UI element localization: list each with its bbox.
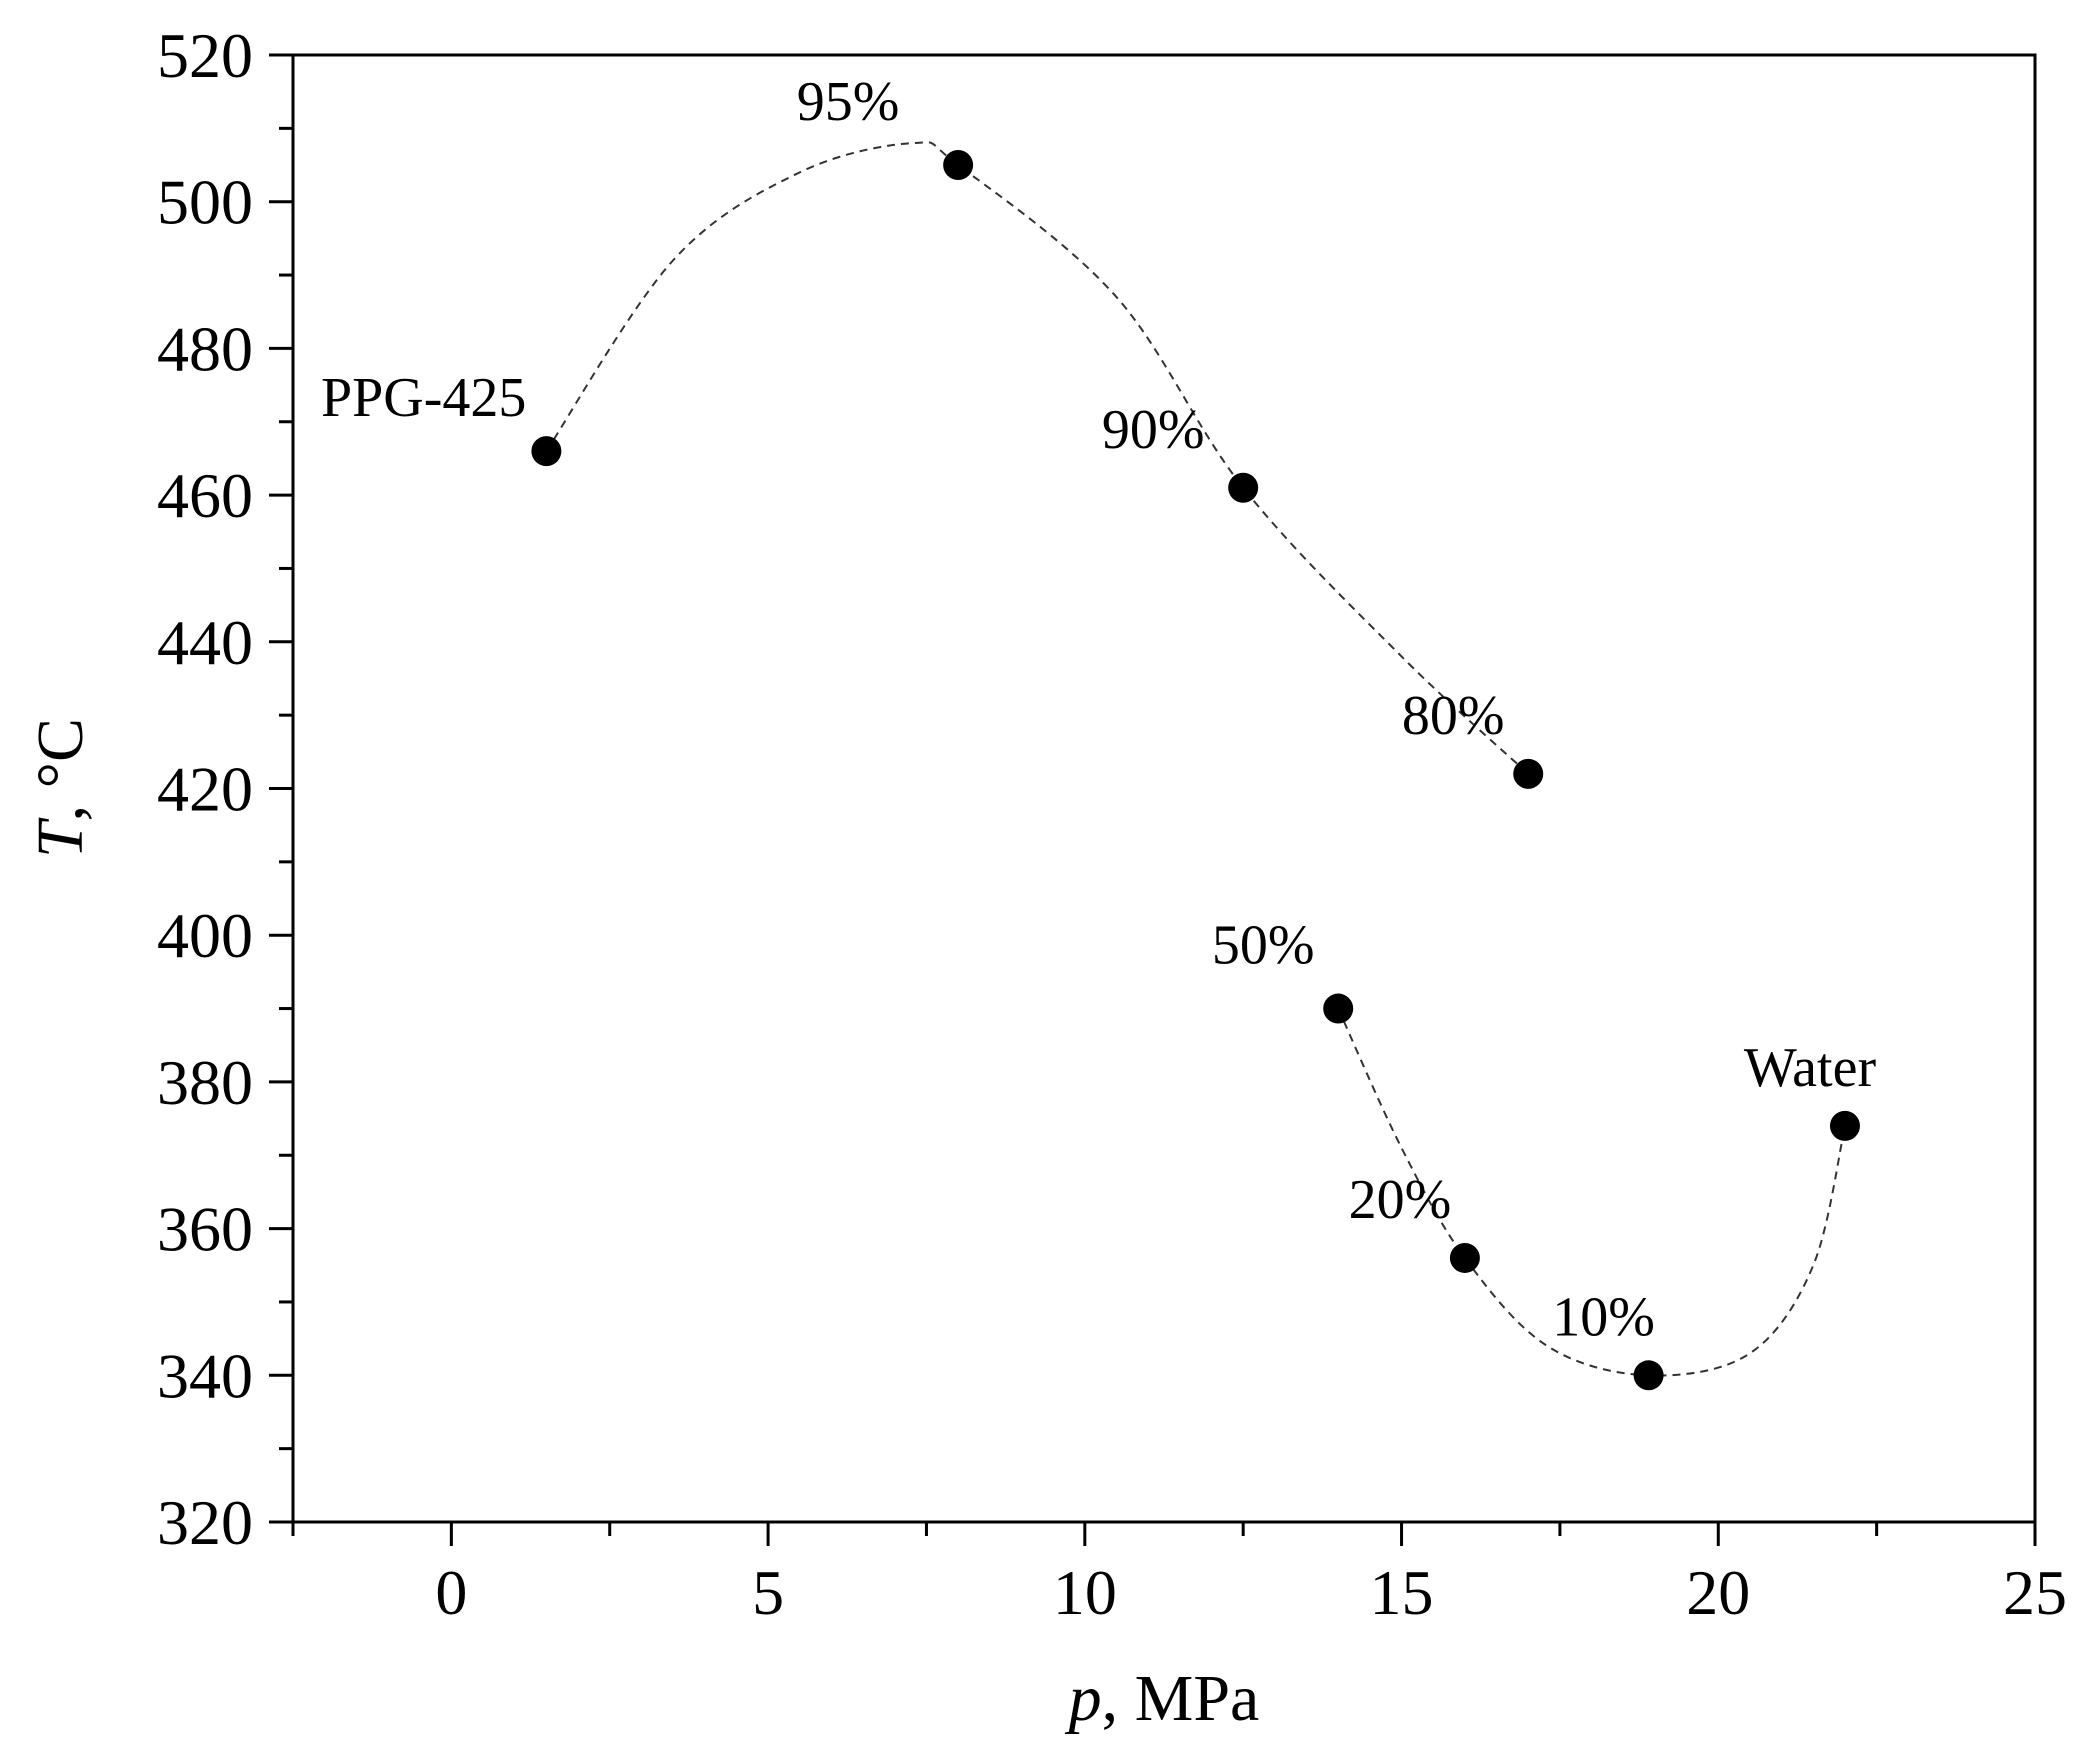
plot-area-frame xyxy=(291,53,2037,1524)
data-points xyxy=(531,150,1860,1391)
point-label: PPG-425 xyxy=(321,367,526,429)
data-point-water xyxy=(1829,1110,1860,1141)
y-axis-title-var: T xyxy=(24,817,97,858)
y-tick-label: 480 xyxy=(157,313,253,384)
y-tick-label: 420 xyxy=(157,754,253,825)
y-tick-label: 500 xyxy=(157,167,253,238)
x-tick-label: 15 xyxy=(1370,1557,1434,1628)
y-axis-title: T, °C xyxy=(24,718,97,858)
point-label: 90% xyxy=(1102,399,1205,461)
y-tick-label: 520 xyxy=(157,20,253,91)
point-label: 10% xyxy=(1552,1286,1655,1348)
dashed-curves xyxy=(545,141,1846,1377)
point-labels: PPG-425 95% 90% 80% 50% 20% 10% Water xyxy=(321,71,1876,1348)
dashed-curve-1 xyxy=(545,141,1529,775)
point-label: 50% xyxy=(1212,915,1315,977)
data-point-95 xyxy=(943,150,974,181)
y-tick-label: 360 xyxy=(157,1194,253,1265)
x-tick-label: 5 xyxy=(752,1557,784,1628)
x-tick-label: 10 xyxy=(1053,1557,1117,1628)
dashed-curve-2 xyxy=(1337,1008,1846,1377)
data-point-20 xyxy=(1449,1242,1480,1273)
data-point-ppg425 xyxy=(531,436,562,467)
point-label: 20% xyxy=(1349,1169,1452,1231)
x-axis-title-unit: , MPa xyxy=(1102,1662,1260,1735)
tick-labels: 0 5 10 15 20 25 320 340 360 380 400 420 440 460 480 500… xyxy=(157,20,2067,1628)
y-tick-label: 380 xyxy=(157,1047,253,1118)
y-tick-label: 460 xyxy=(157,460,253,531)
axis-ticks xyxy=(269,53,2037,1546)
y-axis-title-unit: , °C xyxy=(24,718,97,821)
x-axis-title: p, MPa xyxy=(1065,1662,1260,1735)
data-point-50 xyxy=(1323,993,1354,1024)
x-tick-label: 20 xyxy=(1686,1557,1750,1628)
y-tick-label: 340 xyxy=(157,1340,253,1411)
point-label: Water xyxy=(1744,1037,1877,1099)
point-label: 80% xyxy=(1402,685,1505,747)
x-axis-title-var: p xyxy=(1065,1662,1102,1735)
data-point-10 xyxy=(1633,1360,1664,1391)
point-label: 95% xyxy=(797,71,900,133)
x-tick-label: 25 xyxy=(2003,1557,2067,1628)
y-tick-label: 400 xyxy=(157,900,253,971)
data-point-80 xyxy=(1513,758,1544,789)
data-point-90 xyxy=(1228,472,1259,503)
y-tick-label: 320 xyxy=(157,1487,253,1558)
x-tick-label: 0 xyxy=(435,1557,467,1628)
y-tick-label: 440 xyxy=(157,607,253,678)
